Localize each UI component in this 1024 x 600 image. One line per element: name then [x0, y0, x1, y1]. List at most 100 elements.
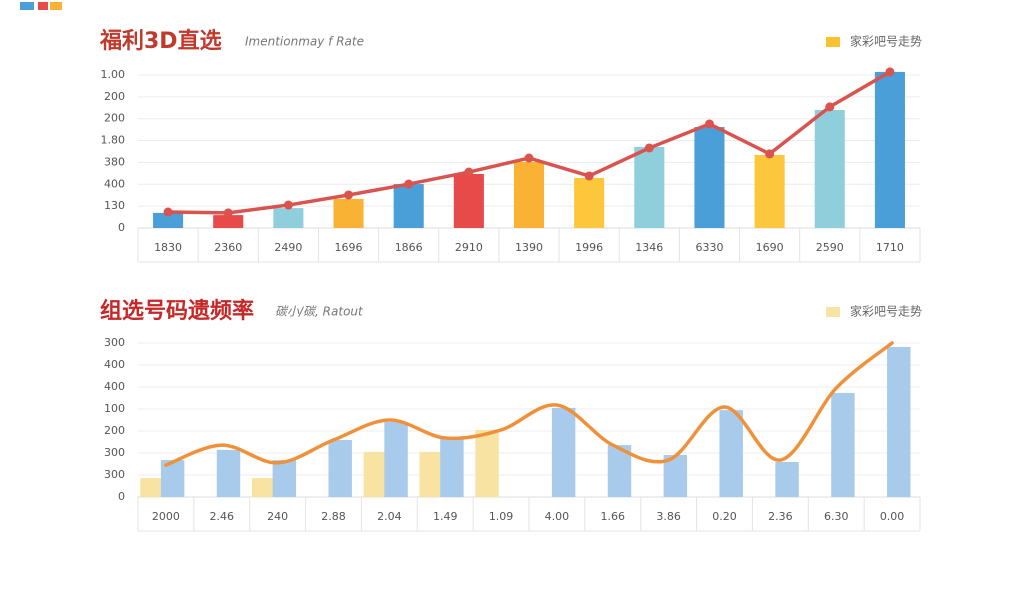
- x-tick-label: 6330: [695, 241, 723, 254]
- chart-title: 福利3D直选: [99, 28, 222, 54]
- line-marker: [584, 171, 594, 181]
- y-tick-label: 1.80: [101, 134, 126, 147]
- chart-subtitle: 碳小/碳, Ratout: [275, 305, 364, 319]
- bar: [814, 109, 845, 228]
- y-tick-label: 100: [104, 402, 125, 415]
- y-tick-label: 130: [104, 199, 125, 212]
- chart-subtitle: Imentionmay f Rate: [245, 35, 364, 49]
- bar: [216, 449, 241, 497]
- y-tick-label: 1.00: [101, 68, 126, 81]
- bar: [363, 451, 388, 497]
- y-tick-label: 380: [104, 155, 125, 168]
- line-marker: [644, 143, 654, 153]
- bar: [694, 127, 725, 228]
- bar: [831, 392, 855, 497]
- bar: [213, 215, 244, 228]
- legend-label: 家彩吧号走势: [850, 304, 922, 319]
- x-tick-label: 1.49: [433, 510, 458, 523]
- x-tick-label: 0.20: [712, 510, 737, 523]
- logo-block: [38, 2, 48, 10]
- line-marker: [464, 167, 474, 177]
- x-tick-label: 2000: [152, 510, 180, 523]
- bar: [153, 212, 184, 228]
- bar: [775, 462, 799, 497]
- line-marker: [404, 179, 414, 189]
- line-marker: [704, 119, 714, 129]
- logo-block: [20, 2, 34, 10]
- y-tick-label: 300: [104, 336, 125, 349]
- x-tick-label: 1710: [876, 241, 904, 254]
- line-marker: [524, 153, 534, 163]
- line-marker: [344, 190, 354, 200]
- bar: [663, 454, 688, 497]
- bar: [393, 184, 424, 228]
- bar: [754, 154, 785, 228]
- y-tick-label: 300: [104, 468, 125, 481]
- x-tick-label: 2.46: [210, 510, 235, 523]
- line-marker: [283, 200, 293, 210]
- y-tick-label: 300: [104, 446, 125, 459]
- x-tick-label: 0.00: [880, 510, 905, 523]
- x-tick-label: 1866: [395, 241, 423, 254]
- x-tick-label: 1690: [756, 241, 784, 254]
- x-tick-label: 3.86: [656, 510, 681, 523]
- bar: [513, 161, 545, 228]
- bar: [273, 208, 304, 228]
- x-tick-label: 4.00: [545, 510, 570, 523]
- y-tick-label: 200: [104, 90, 125, 103]
- bar: [384, 421, 408, 497]
- legend-swatch: [826, 307, 840, 317]
- x-tick-label: 1390: [515, 241, 543, 254]
- bar: [328, 440, 352, 497]
- legend-swatch: [826, 37, 840, 47]
- bar: [251, 478, 276, 497]
- bar: [634, 146, 665, 228]
- y-tick-label: 200: [104, 112, 125, 125]
- bar: [874, 71, 905, 228]
- line-marker: [765, 149, 775, 159]
- y-tick-label: 200: [104, 424, 125, 437]
- x-tick-label: 1830: [154, 241, 182, 254]
- x-tick-label: 2.88: [321, 510, 346, 523]
- x-tick-label: 2490: [274, 241, 302, 254]
- bar: [551, 407, 576, 497]
- line-marker: [223, 208, 233, 218]
- legend-label: 家彩吧号走势: [850, 34, 922, 49]
- x-tick-label: 2360: [214, 241, 242, 254]
- x-tick-label: 240: [267, 510, 288, 523]
- x-tick-label: 1.66: [601, 510, 626, 523]
- bar: [419, 451, 443, 497]
- x-tick-label: 1346: [635, 241, 663, 254]
- x-tick-label: 1.09: [489, 510, 514, 523]
- line-marker: [825, 102, 835, 112]
- x-tick-label: 6.30: [824, 510, 849, 523]
- bar: [140, 478, 164, 497]
- bar: [440, 438, 464, 497]
- y-tick-label: 0: [118, 490, 125, 503]
- line-marker: [885, 67, 895, 77]
- y-tick-label: 400: [104, 358, 125, 371]
- bar: [475, 429, 499, 497]
- x-tick-label: 2910: [455, 241, 483, 254]
- bar: [160, 460, 185, 497]
- bar: [574, 177, 605, 228]
- x-tick-label: 2.04: [377, 510, 402, 523]
- x-tick-label: 1696: [335, 241, 363, 254]
- chart-title: 组选号码遗频率: [100, 298, 254, 324]
- bar: [607, 445, 632, 497]
- bar: [887, 346, 911, 497]
- y-tick-label: 400: [104, 177, 125, 190]
- logo-block: [50, 2, 62, 10]
- y-tick-label: 0: [118, 221, 125, 234]
- line: [164, 341, 894, 467]
- bar: [453, 174, 484, 228]
- x-tick-label: 2590: [816, 241, 844, 254]
- x-tick-label: 2.36: [768, 510, 793, 523]
- bar: [272, 460, 297, 497]
- x-tick-label: 1996: [575, 241, 603, 254]
- bar: [333, 198, 364, 228]
- bar: [719, 410, 743, 497]
- line-marker: [163, 207, 173, 217]
